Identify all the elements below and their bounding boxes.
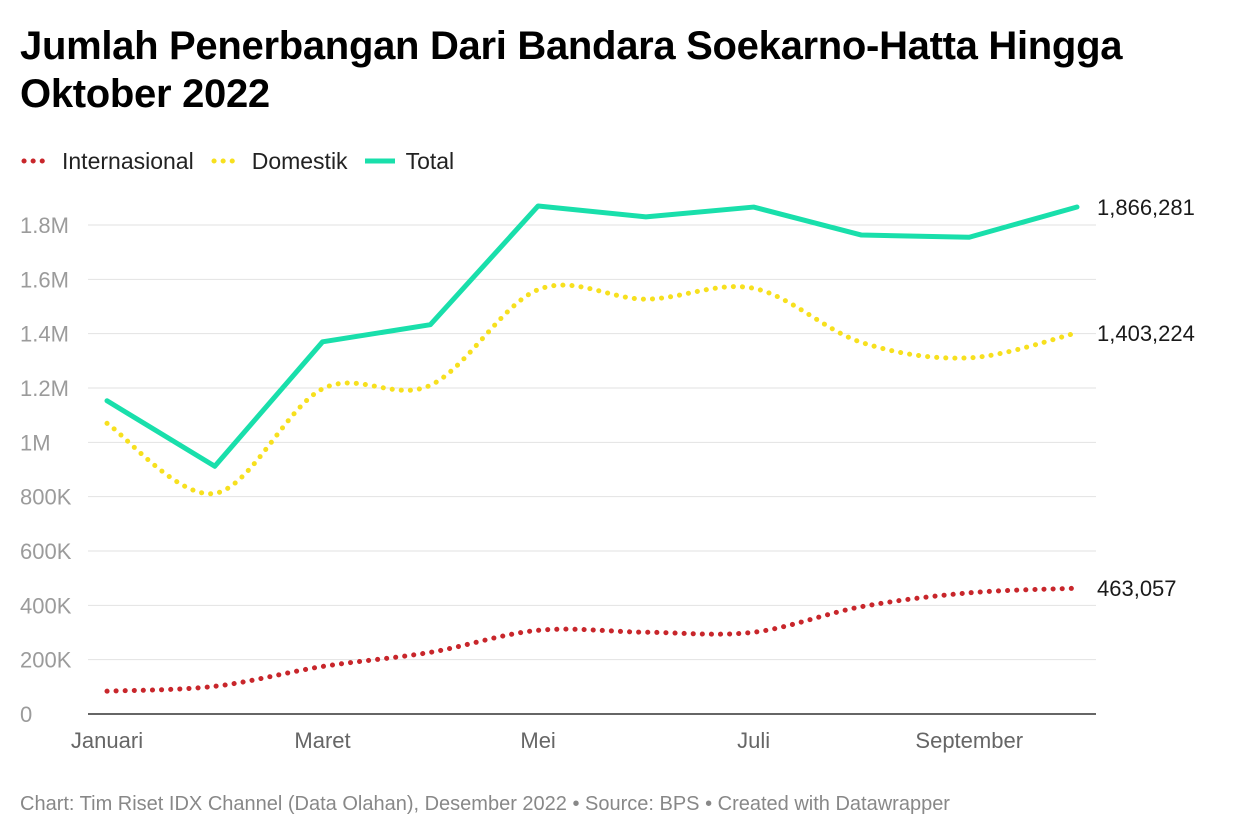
- legend-swatch-total: [364, 158, 395, 164]
- legend-item-internasional: Internasional: [20, 148, 194, 175]
- chart-footer: Chart: Tim Riset IDX Channel (Data Olaha…: [20, 793, 950, 815]
- end-label-internasional: 463,057: [1097, 576, 1177, 601]
- y-tick-label: 0: [20, 702, 32, 727]
- y-tick-label: 200K: [20, 648, 72, 673]
- x-tick-label: Januari: [71, 728, 143, 753]
- y-tick-label: 1.6M: [20, 267, 69, 292]
- series-line-total: [104, 203, 1080, 469]
- end-label-domestik: 1,403,224: [1097, 321, 1195, 346]
- chart-title: Jumlah Penerbangan Dari Bandara Soekarno…: [20, 24, 1123, 116]
- y-tick-label: 1M: [20, 430, 51, 455]
- y-tick-label: 800K: [20, 485, 72, 510]
- legend-label-internasional: Internasional: [62, 147, 194, 174]
- y-tick-label: 1.2M: [20, 376, 69, 401]
- x-tick-label: Maret: [294, 728, 350, 753]
- x-tick-label: Mei: [520, 728, 555, 753]
- series-line-internasional: [104, 585, 1080, 694]
- legend: Internasional Domestik Total: [20, 146, 470, 176]
- series-line-domestik: [104, 282, 1080, 496]
- y-tick-label: 400K: [20, 593, 72, 618]
- y-tick-label: 1.8M: [20, 213, 69, 238]
- legend-item-domestik: Domestik: [210, 148, 348, 175]
- legend-label-domestik: Domestik: [251, 147, 348, 174]
- legend-item-total: Total: [364, 147, 455, 175]
- legend-label-total: Total: [405, 147, 455, 174]
- x-tick-label: September: [915, 728, 1023, 753]
- end-label-total: 1,866,281: [1097, 195, 1195, 220]
- y-tick-label: 600K: [20, 539, 72, 564]
- y-tick-label: 1.4M: [20, 322, 69, 347]
- x-tick-label: Juli: [737, 728, 770, 753]
